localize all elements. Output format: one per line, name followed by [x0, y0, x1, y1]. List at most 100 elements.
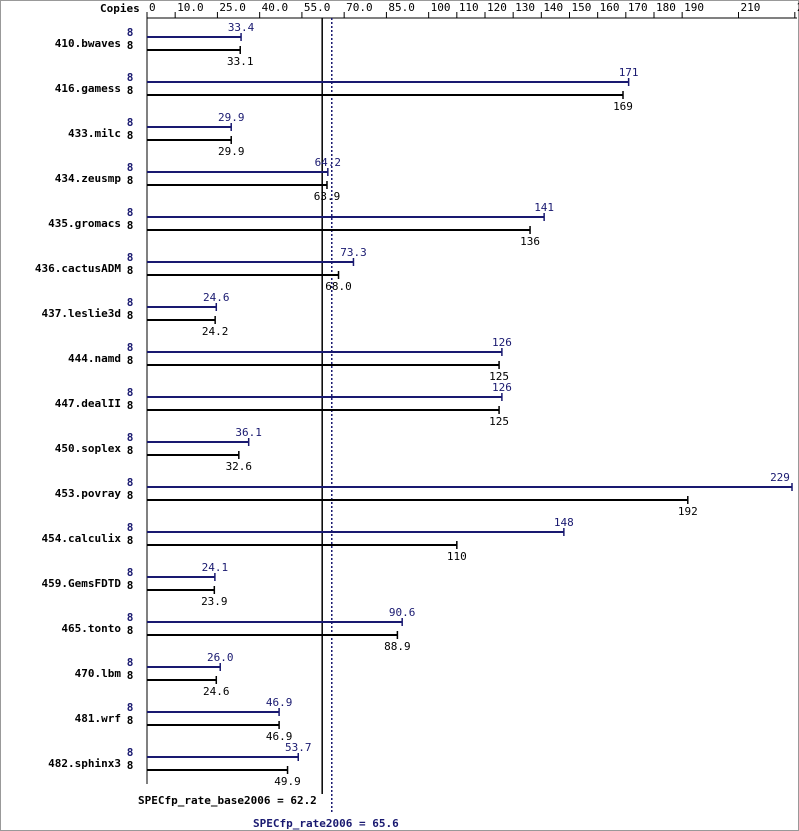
category-label: 435.gromacs	[48, 217, 121, 230]
x-tick-label: 120	[487, 1, 507, 14]
copies-label: 8	[127, 354, 134, 367]
copies-label: 8	[127, 656, 134, 669]
copies-label: 8	[127, 264, 134, 277]
value-label: 73.3	[340, 246, 367, 259]
copies-label: 8	[127, 309, 134, 322]
x-tick-label: 190	[684, 1, 704, 14]
copies-label: 8	[127, 611, 134, 624]
value-label: 192	[678, 505, 698, 518]
value-label: 36.1	[235, 426, 262, 439]
x-tick-label: 0	[149, 1, 156, 14]
category-label: 470.lbm	[75, 667, 122, 680]
value-label: 64.2	[315, 156, 342, 169]
axis-label: Copies	[100, 2, 140, 15]
value-label: 29.9	[218, 111, 245, 124]
copies-label: 8	[127, 444, 134, 457]
value-label: 126	[492, 381, 512, 394]
value-label: 126	[492, 336, 512, 349]
value-label: 32.6	[226, 460, 253, 473]
x-tick-label: 230	[797, 1, 799, 14]
category-label: 453.povray	[55, 487, 122, 500]
x-tick-label: 100	[431, 1, 451, 14]
category-label: 437.leslie3d	[42, 307, 121, 320]
value-label: 90.6	[389, 606, 416, 619]
copies-label: 8	[127, 174, 134, 187]
copies-label: 8	[127, 746, 134, 759]
value-label: 24.6	[203, 685, 230, 698]
value-label: 33.4	[228, 21, 255, 34]
copies-label: 8	[127, 251, 134, 264]
value-label: 29.9	[218, 145, 245, 158]
reference-label: SPECfp_rate2006 = 65.6	[253, 817, 399, 830]
value-label: 23.9	[201, 595, 228, 608]
x-tick-label: 55.0	[304, 1, 331, 14]
x-tick-label: 210	[740, 1, 760, 14]
x-tick-label: 70.0	[346, 1, 373, 14]
copies-label: 8	[127, 534, 134, 547]
copies-label: 8	[127, 489, 134, 502]
copies-label: 8	[127, 206, 134, 219]
value-label: 46.9	[266, 696, 293, 709]
category-label: 454.calculix	[42, 532, 122, 545]
copies-label: 8	[127, 386, 134, 399]
category-label: 416.gamess	[55, 82, 121, 95]
value-label: 88.9	[384, 640, 411, 653]
x-tick-label: 150	[571, 1, 591, 14]
value-label: 169	[613, 100, 633, 113]
x-tick-label: 170	[628, 1, 648, 14]
copies-label: 8	[127, 759, 134, 772]
reference-label: SPECfp_rate_base2006 = 62.2	[138, 794, 317, 807]
value-label: 24.1	[202, 561, 229, 574]
value-label: 141	[534, 201, 554, 214]
value-label: 24.6	[203, 291, 230, 304]
category-label: 444.namd	[68, 352, 121, 365]
value-label: 229	[770, 471, 790, 484]
value-label: 63.9	[314, 190, 341, 203]
category-label: 410.bwaves	[55, 37, 121, 50]
category-label: 450.soplex	[55, 442, 122, 455]
copies-label: 8	[127, 431, 134, 444]
x-tick-label: 85.0	[388, 1, 415, 14]
category-label: 433.milc	[68, 127, 121, 140]
category-label: 481.wrf	[75, 712, 121, 725]
category-label: 447.dealII	[55, 397, 121, 410]
x-tick-label: 40.0	[262, 1, 289, 14]
copies-label: 8	[127, 521, 134, 534]
copies-label: 8	[127, 714, 134, 727]
value-label: 171	[619, 66, 639, 79]
copies-label: 8	[127, 84, 134, 97]
copies-label: 8	[127, 579, 134, 592]
value-label: 49.9	[274, 775, 301, 788]
copies-label: 8	[127, 161, 134, 174]
copies-label: 8	[127, 219, 134, 232]
x-tick-label: 160	[600, 1, 620, 14]
category-label: 459.GemsFDTD	[42, 577, 122, 590]
copies-label: 8	[127, 399, 134, 412]
copies-label: 8	[127, 476, 134, 489]
x-tick-label: 110	[459, 1, 479, 14]
copies-label: 8	[127, 26, 134, 39]
category-label: 465.tonto	[61, 622, 121, 635]
x-tick-label: 25.0	[219, 1, 246, 14]
value-label: 46.9	[266, 730, 293, 743]
category-label: 482.sphinx3	[48, 757, 121, 770]
x-tick-label: 180	[656, 1, 676, 14]
value-label: 24.2	[202, 325, 229, 338]
copies-label: 8	[127, 71, 134, 84]
copies-label: 8	[127, 701, 134, 714]
copies-label: 8	[127, 669, 134, 682]
copies-label: 8	[127, 39, 134, 52]
value-label: 33.1	[227, 55, 254, 68]
value-label: 125	[489, 370, 509, 383]
value-label: 26.0	[207, 651, 234, 664]
copies-label: 8	[127, 296, 134, 309]
copies-label: 8	[127, 341, 134, 354]
copies-label: 8	[127, 129, 134, 142]
copies-label: 8	[127, 624, 134, 637]
value-label: 148	[554, 516, 574, 529]
category-label: 436.cactusADM	[35, 262, 121, 275]
value-label: 53.7	[285, 741, 312, 754]
x-tick-label: 130	[515, 1, 535, 14]
category-label: 434.zeusmp	[55, 172, 122, 185]
